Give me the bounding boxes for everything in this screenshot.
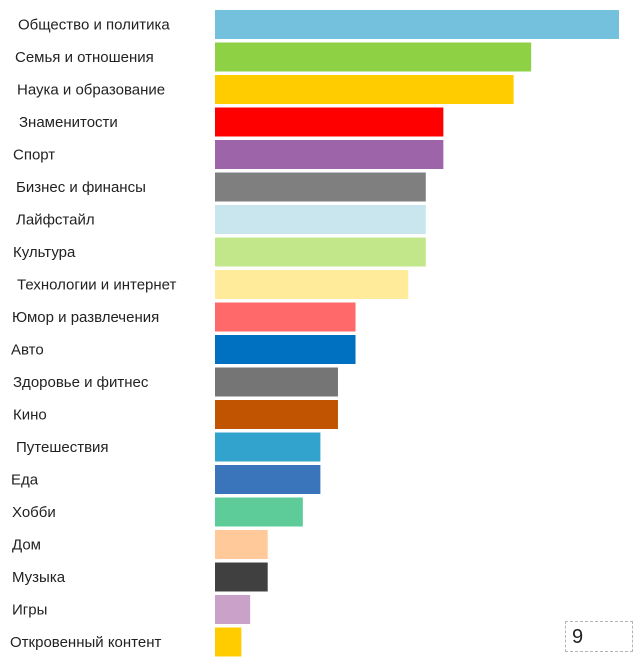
bar-10 [215, 302, 356, 332]
category-label: Знаменитости [19, 114, 118, 131]
category-label: Юмор и развлечения [12, 309, 159, 326]
category-label: Лайфстайл [16, 212, 95, 229]
bar-3 [215, 75, 514, 104]
bar-17 [215, 530, 268, 559]
category-label: Откровенный контент [10, 634, 162, 651]
bar-14 [215, 432, 321, 462]
bar-7 [215, 205, 426, 234]
bar-18 [215, 562, 268, 592]
bar-12 [215, 367, 338, 397]
category-label: Культура [13, 244, 76, 261]
category-label: Здоровье и фитнес [13, 374, 149, 391]
bar-13 [215, 400, 338, 429]
bar-11 [215, 335, 356, 364]
bar-1 [215, 10, 619, 39]
bar-4 [215, 107, 444, 137]
category-label: Спорт [13, 147, 55, 164]
bar-2 [215, 42, 532, 72]
category-label: Музыка [12, 569, 66, 586]
category-label: Семья и отношения [15, 49, 154, 66]
bar-6 [215, 172, 426, 202]
category-label: Кино [13, 407, 47, 424]
bar-9 [215, 270, 409, 299]
bar-5 [215, 140, 444, 169]
category-label: Общество и политика [18, 17, 170, 34]
category-label: Еда [11, 472, 39, 489]
bar-16 [215, 497, 303, 527]
bar-19 [215, 595, 251, 624]
category-label: Бизнес и финансы [16, 179, 146, 196]
category-label: Путешествия [16, 439, 109, 456]
category-label: Технологии и интернет [17, 277, 177, 294]
category-label: Игры [12, 602, 47, 619]
bar-15 [215, 465, 321, 494]
page-number: 9 [565, 621, 633, 652]
bar-8 [215, 237, 426, 267]
category-label: Хобби [12, 504, 56, 521]
category-label: Авто [11, 342, 44, 359]
category-label: Дом [12, 537, 41, 554]
bar-20 [215, 627, 242, 657]
category-label: Наука и образование [17, 82, 165, 99]
